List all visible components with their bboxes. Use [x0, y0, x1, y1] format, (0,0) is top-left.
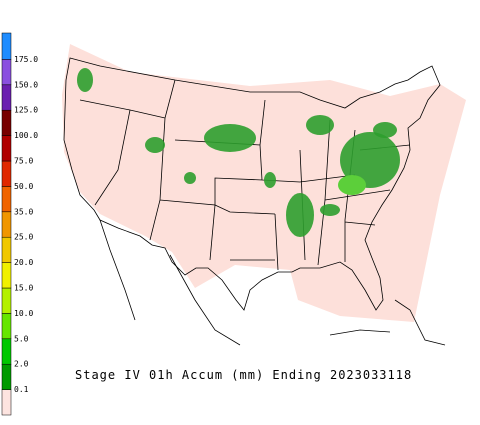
legend-swatch	[1, 363, 12, 390]
analysis-domain	[62, 44, 466, 322]
legend-swatch	[1, 59, 12, 86]
legend-label: 20.0	[14, 258, 33, 267]
legend-swatch	[1, 338, 12, 365]
legend-label: 75.0	[14, 157, 33, 166]
us-outline	[63, 57, 441, 311]
legend-swatch	[1, 135, 12, 162]
legend-label: 125.0	[14, 106, 38, 115]
legend-swatch	[1, 313, 12, 340]
legend-swatch	[1, 211, 12, 238]
legend-swatch	[1, 262, 12, 289]
legend-swatch	[1, 109, 12, 136]
legend-swatch	[1, 32, 12, 60]
legend-label: 5.0	[14, 334, 29, 343]
legend-label: 175.0	[14, 55, 38, 64]
legend-label: 25.0	[14, 233, 33, 242]
legend-swatch	[1, 236, 12, 263]
legend-label: 2.0	[14, 360, 29, 369]
legend-swatch	[1, 389, 12, 416]
legend-swatch	[1, 160, 12, 187]
legend-label: 50.0	[14, 182, 33, 191]
legend-label: 0.1	[14, 385, 29, 394]
legend: 0.1 2.0 5.0 10.0 15.0 20.0 25.0 35.0 50.0 75.0 100…	[1, 32, 38, 416]
caption: Stage IV 01h Accum (mm) Ending 202303311…	[75, 368, 412, 382]
legend-label: 100.0	[14, 131, 38, 140]
mexico-coast	[99, 219, 446, 346]
precip-areas	[77, 68, 400, 237]
legend-swatch	[1, 186, 12, 213]
legend-swatch	[1, 287, 12, 314]
legend-swatch	[1, 84, 12, 111]
legend-label: 150.0	[14, 80, 38, 89]
legend-label: 15.0	[14, 284, 33, 293]
legend-label: 35.0	[14, 207, 33, 216]
legend-label: 10.0	[14, 309, 33, 318]
